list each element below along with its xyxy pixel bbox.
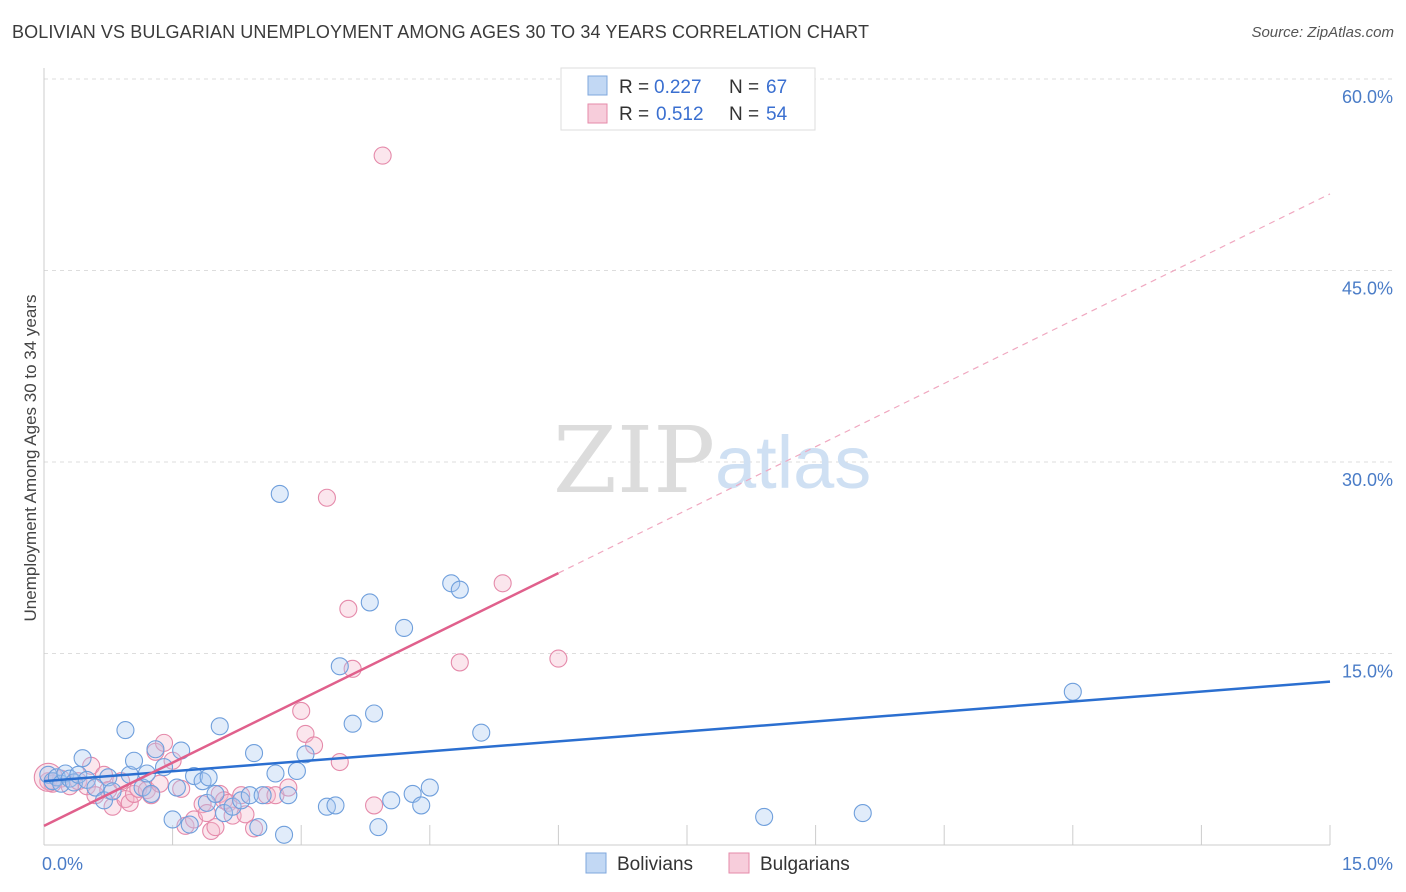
bolivian-point: [296, 745, 315, 764]
bolivian-point: [360, 593, 379, 612]
bolivian-point: [395, 618, 414, 638]
bulgarian-point: [206, 818, 225, 837]
source-label: Source: ZipAtlas.com: [1251, 24, 1394, 41]
legend-r-label-1: R =: [619, 77, 649, 98]
bolivian-point: [330, 657, 349, 676]
bulgarian-point: [330, 752, 349, 772]
bottom-legend-bulgarians: Bulgarians: [760, 854, 850, 875]
bulgarian-point: [317, 488, 336, 507]
bulgarians-trend-line: [43, 571, 559, 827]
axes: [43, 68, 1331, 846]
bottom-legend: Bolivians Bulgarians: [585, 852, 850, 875]
x-tick-labels: 0.0% 15.0%: [42, 854, 1393, 874]
bolivian-point: [266, 764, 285, 783]
watermark: ZIP atlas: [553, 407, 871, 514]
bolivian-point: [279, 786, 298, 805]
bolivian-point: [146, 740, 165, 759]
bolivian-point: [275, 825, 294, 844]
bolivian-point: [326, 796, 345, 815]
bulgarian-point: [365, 796, 384, 815]
bolivian-point: [369, 818, 388, 837]
watermark-atlas: atlas: [715, 421, 871, 504]
legend-n-value-2: 54: [766, 104, 788, 125]
bolivian-point: [1063, 682, 1082, 701]
bulgarian-point: [373, 146, 392, 165]
bottom-legend-bolivians: Bolivians: [617, 854, 693, 875]
y-tick-label-1: 30.0%: [1342, 470, 1393, 490]
legend-r-value-2: 0.512: [656, 104, 704, 125]
bolivian-point: [382, 791, 401, 810]
x-tick-label-0: 0.0%: [42, 854, 83, 874]
y-tick-label-2: 45.0%: [1342, 279, 1393, 299]
legend-swatch-bolivians: [587, 75, 608, 96]
legend-n-value-1: 67: [766, 77, 787, 98]
bolivian-point: [249, 818, 268, 837]
legend-swatch-bulgarians: [587, 103, 608, 124]
legend-n-label-1: N =: [729, 77, 759, 98]
bulgarian-point: [450, 653, 469, 672]
bolivian-point: [184, 767, 204, 786]
bolivian-point: [180, 815, 199, 834]
bolivian-point: [142, 784, 161, 803]
bulgarian-point: [339, 599, 358, 618]
y-axis-label: Unemployment Among Ages 30 to 34 years: [21, 295, 40, 622]
bolivian-point: [244, 744, 264, 763]
legend-r-value-1: 0.227: [654, 77, 702, 98]
legend-n-label-2: N =: [729, 104, 759, 125]
bulgarian-point: [549, 649, 568, 668]
y-tick-label-0: 15.0%: [1342, 662, 1393, 682]
bulgarian-point: [292, 701, 311, 721]
bolivian-point: [210, 717, 229, 736]
bulgarian-point: [279, 778, 298, 797]
bolivian-point: [270, 484, 289, 503]
y-tick-label-3: 60.0%: [1342, 87, 1393, 107]
bolivian-point: [450, 580, 469, 599]
bolivian-point: [343, 714, 362, 733]
bolivian-point: [253, 786, 272, 805]
bolivian-point: [420, 778, 439, 797]
bottom-legend-swatch-bulgarians: [728, 852, 750, 874]
y-tick-labels: 15.0% 30.0% 45.0% 60.0%: [1342, 87, 1393, 682]
bolivian-point: [853, 804, 872, 823]
bolivians-trend-line: [43, 680, 1331, 783]
bolivian-point: [232, 791, 251, 810]
x-tick-label-1: 15.0%: [1342, 854, 1393, 874]
bolivian-point: [163, 810, 182, 829]
bulgarian-point: [120, 793, 139, 812]
bolivian-point: [86, 778, 105, 797]
bolivian-point: [412, 796, 431, 815]
legend-r-label-2: R =: [619, 104, 649, 125]
bolivian-point: [116, 721, 135, 740]
bolivian-point: [73, 749, 92, 768]
bulgarian-point: [493, 574, 512, 593]
bulgarians-trend-extension: [558, 193, 1331, 574]
grid-lines: [44, 78, 1395, 654]
bolivian-point: [365, 704, 384, 723]
trend-lines: [43, 193, 1331, 827]
bolivian-point: [240, 786, 259, 805]
bolivian-point: [199, 768, 218, 787]
watermark-zip: ZIP: [553, 407, 715, 514]
bolivian-point: [755, 807, 774, 826]
bolivian-point: [124, 751, 144, 770]
bolivian-point: [472, 723, 491, 742]
bolivian-point: [206, 784, 225, 803]
bolivian-point: [167, 778, 186, 797]
bottom-legend-swatch-bolivians: [585, 852, 607, 874]
chart-title: BOLIVIAN VS BULGARIAN UNEMPLOYMENT AMONG…: [12, 22, 870, 42]
top-legend: R = 0.227 N = 67 R = 0.512 N = 54: [560, 67, 816, 131]
bolivian-point: [287, 761, 306, 781]
